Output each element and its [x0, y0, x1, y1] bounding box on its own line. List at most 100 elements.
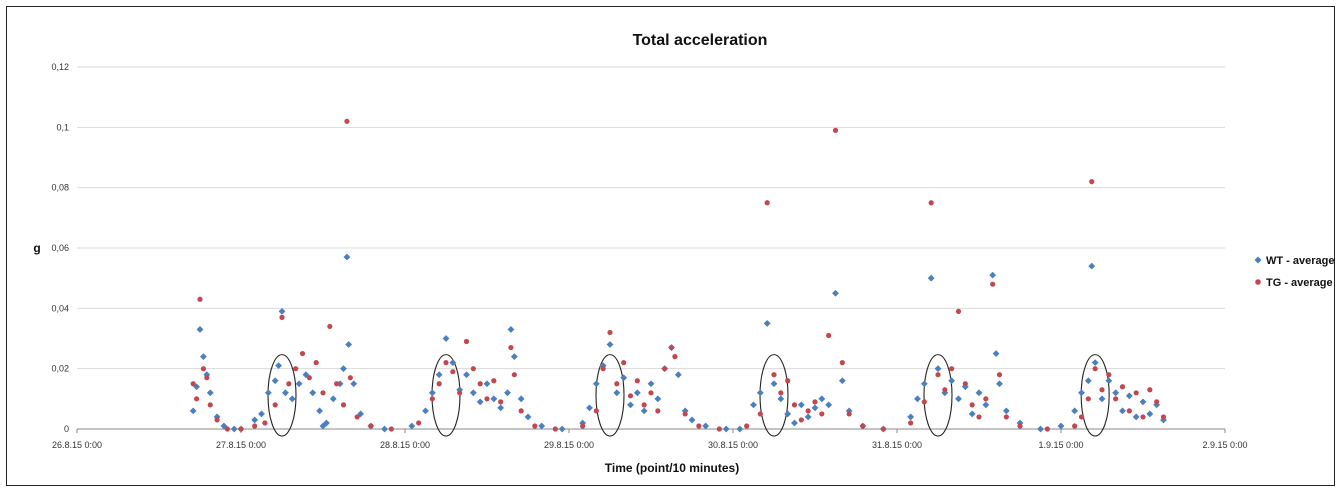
- tg-point: [484, 396, 490, 402]
- y-tick-label: 0,12: [51, 62, 69, 72]
- tg-point: [1119, 384, 1126, 390]
- x-tick-label: 28.8.15 0:00: [380, 440, 430, 450]
- wt-point: [442, 335, 450, 342]
- wt-point: [1078, 389, 1085, 397]
- wt-point: [524, 413, 532, 421]
- chart-frame: [6, 6, 1335, 486]
- wt-point: [784, 410, 792, 418]
- wt-point: [992, 350, 1000, 357]
- tg-point: [983, 396, 989, 402]
- wt-point: [422, 407, 429, 415]
- tg-point: [252, 423, 258, 429]
- y-axis-label: g: [33, 241, 40, 255]
- wt-point: [1105, 377, 1113, 385]
- legend-marker-wt: [1254, 256, 1262, 264]
- tg-point: [272, 402, 278, 408]
- wt-point: [189, 407, 197, 415]
- tg-point: [436, 381, 442, 387]
- wt-point: [1119, 407, 1126, 415]
- tg-point: [262, 420, 268, 426]
- wt-point: [1125, 392, 1133, 400]
- annotation-ellipse: [923, 354, 953, 437]
- wt-point: [206, 389, 214, 397]
- wt-point: [1098, 395, 1106, 403]
- wt-point: [688, 416, 696, 424]
- wt-point: [627, 401, 634, 409]
- annotation-ellipse: [267, 354, 297, 437]
- tg-point: [511, 372, 517, 378]
- wt-point: [483, 380, 491, 388]
- x-tick-label: 2.9.15 0:00: [1202, 440, 1247, 450]
- tg-point: [1017, 423, 1023, 429]
- wt-point: [196, 326, 204, 333]
- wt-point: [510, 353, 518, 360]
- annotation-ellipse: [595, 354, 625, 437]
- wt-point: [934, 365, 942, 373]
- annotation-ellipse: [431, 354, 461, 437]
- y-tick-labels: 0 0,02 0,04 0,06 0,08 0,1 0,12: [51, 62, 69, 434]
- tg-point: [293, 366, 299, 372]
- wt-point: [538, 422, 546, 430]
- legend-label-tg: TG - average: [1266, 277, 1333, 289]
- tg-point: [313, 360, 319, 366]
- x-tick-label: 27.8.15 0:00: [216, 440, 266, 450]
- wt-point: [777, 395, 785, 403]
- tg-point: [607, 329, 613, 336]
- tg-point: [1160, 414, 1167, 420]
- wt-point: [927, 274, 935, 282]
- tg-point: [627, 393, 634, 399]
- wt-point: [955, 395, 962, 403]
- wt-point: [914, 395, 921, 403]
- tg-point: [771, 372, 777, 378]
- gridlines: [76, 66, 1226, 433]
- tg-point: [1113, 396, 1119, 402]
- tg-point: [477, 381, 483, 387]
- tg-point: [621, 360, 627, 366]
- tg-point: [470, 366, 476, 372]
- tg-point: [921, 399, 927, 405]
- legend-label-wt: WT - average: [1266, 255, 1334, 267]
- tg-point: [457, 390, 463, 396]
- tg-point: [634, 378, 640, 384]
- wt-point: [340, 365, 347, 373]
- wt-point: [251, 416, 259, 424]
- data-points: [189, 118, 1167, 433]
- tg-point: [552, 426, 558, 432]
- x-tick-label: 31.8.15 0:00: [872, 440, 922, 450]
- wt-point: [968, 410, 976, 418]
- wt-point: [316, 407, 323, 415]
- tg-point: [928, 200, 934, 206]
- wt-point: [278, 307, 286, 315]
- tg-point: [778, 390, 784, 396]
- wt-point: [288, 395, 296, 403]
- tg-point: [600, 366, 606, 372]
- tg-point: [344, 118, 350, 124]
- wt-point: [469, 389, 477, 397]
- tg-point: [190, 381, 196, 387]
- wt-point: [633, 389, 641, 397]
- tg-point: [1126, 408, 1132, 414]
- wt-point: [200, 353, 207, 360]
- wt-point: [1088, 262, 1096, 270]
- tg-point: [299, 350, 306, 357]
- wt-point: [230, 425, 238, 433]
- x-tick-label: 1.9.15 0:00: [1038, 440, 1083, 450]
- wt-point: [620, 374, 628, 382]
- tg-point: [969, 402, 975, 408]
- wt-point: [323, 419, 330, 427]
- tg-point: [655, 408, 661, 414]
- wt-point: [647, 380, 655, 388]
- tg-point: [764, 200, 770, 206]
- wt-point: [1112, 389, 1120, 397]
- tg-point: [648, 390, 654, 396]
- wt-point: [345, 341, 353, 348]
- chart-title: Total acceleration: [633, 32, 768, 49]
- wt-point: [517, 395, 525, 403]
- wt-point: [264, 389, 272, 397]
- wt-point: [329, 395, 337, 403]
- wt-point: [295, 380, 303, 388]
- tg-point: [286, 381, 292, 387]
- tg-point: [805, 408, 811, 414]
- y-tick-label: 0,1: [56, 122, 69, 132]
